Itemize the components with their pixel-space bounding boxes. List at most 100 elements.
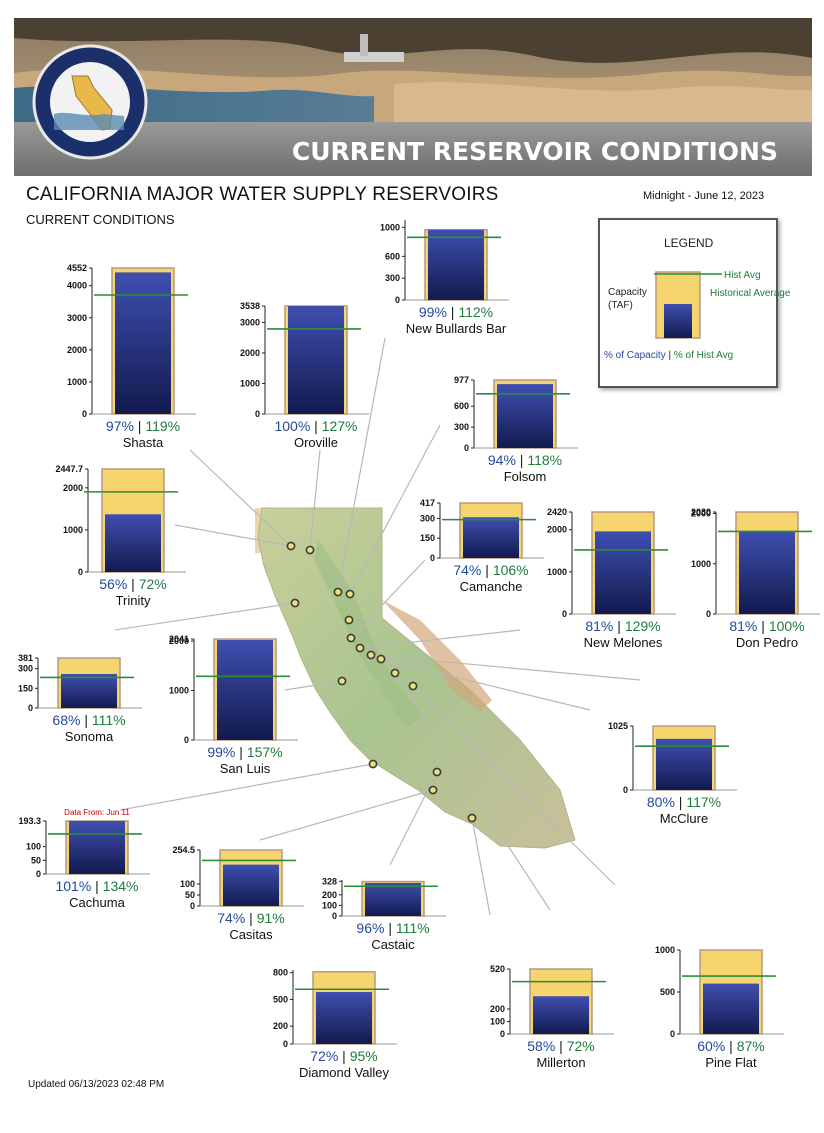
y-tick-label: 2000 bbox=[67, 345, 87, 355]
storage-bar bbox=[595, 531, 651, 614]
pct-hist: 106% bbox=[493, 562, 529, 578]
pct-capacity: 56% bbox=[99, 576, 127, 592]
map-markers bbox=[286, 541, 477, 823]
leader-line bbox=[189, 449, 292, 547]
pct-separator: | bbox=[91, 878, 102, 894]
reservoir-name: Folsom bbox=[504, 469, 547, 484]
header-banner: CURRENT RESERVOIR CONDITIONS bbox=[14, 18, 812, 176]
y-tick-label: 0 bbox=[184, 735, 189, 745]
leader-line bbox=[389, 771, 438, 866]
pct-separator: | bbox=[80, 712, 91, 728]
y-tick-label: 100 bbox=[322, 900, 337, 910]
legend-title: LEGEND bbox=[664, 236, 714, 250]
y-tick-label: 300 bbox=[420, 513, 435, 523]
reservoir-name: Sonoma bbox=[65, 729, 114, 744]
leader-line bbox=[370, 654, 641, 681]
y-tick-label: 0 bbox=[562, 609, 567, 619]
map-marker-trinity bbox=[286, 541, 296, 551]
y-tick-label: 1000 bbox=[380, 222, 400, 232]
map-marker-casitas bbox=[428, 785, 438, 795]
banner-photo: CURRENT RESERVOIR CONDITIONS bbox=[14, 18, 812, 176]
y-tick-label: 1000 bbox=[63, 525, 83, 535]
leader-line bbox=[114, 602, 296, 631]
percent-caption: 96% | 111% bbox=[356, 920, 429, 936]
leader-line bbox=[380, 658, 591, 711]
y-tick-label: 0 bbox=[706, 609, 711, 619]
legend: LEGEND Capacity (TAF) Hist Avg Historica… bbox=[598, 218, 791, 388]
y-tick-label: 1000 bbox=[67, 377, 87, 387]
storage-bar bbox=[656, 738, 712, 790]
leader-line bbox=[359, 629, 521, 649]
reservoir-name: Oroville bbox=[294, 435, 338, 450]
pct-capacity: 74% bbox=[453, 562, 481, 578]
central-valley bbox=[314, 540, 424, 728]
y-tick-label: 100 bbox=[180, 879, 195, 889]
legend-capacity-label: Capacity (TAF) bbox=[608, 287, 647, 311]
y-tick-label: 600 bbox=[385, 251, 400, 261]
pct-separator: | bbox=[447, 304, 458, 320]
y-tick-label: 381 bbox=[18, 653, 33, 663]
map-marker-folsom bbox=[344, 615, 354, 625]
y-tick-label: 1025 bbox=[608, 721, 628, 731]
y-tick-label: 4552 bbox=[67, 263, 87, 273]
y-tick-label: 417 bbox=[420, 498, 435, 508]
percent-caption: 80% | 117% bbox=[647, 794, 721, 810]
storage-bar bbox=[288, 306, 344, 414]
leader-line bbox=[349, 424, 441, 595]
pct-capacity: 81% bbox=[729, 618, 757, 634]
leader-line bbox=[471, 817, 491, 916]
y-tick-label: 500 bbox=[660, 987, 675, 997]
y-tick-label: 254.5 bbox=[172, 845, 195, 855]
storage-bar bbox=[703, 983, 759, 1034]
y-tick-label: 2447.7 bbox=[55, 464, 83, 474]
y-tick-label: 0 bbox=[395, 295, 400, 305]
legend-hist-avg-long: Historical Average bbox=[710, 288, 791, 299]
reservoir-name: Diamond Valley bbox=[299, 1065, 390, 1080]
storage-bar bbox=[316, 992, 372, 1044]
percent-caption: 81% | 100% bbox=[729, 618, 804, 634]
y-tick-label: 0 bbox=[623, 785, 628, 795]
pct-hist: 157% bbox=[247, 744, 283, 760]
y-tick-label: 0 bbox=[78, 567, 83, 577]
pct-separator: | bbox=[338, 1048, 349, 1064]
y-tick-label: 500 bbox=[273, 994, 288, 1004]
percent-caption: 101% | 134% bbox=[55, 878, 138, 894]
pct-separator: | bbox=[675, 794, 686, 810]
percent-caption: 97% | 119% bbox=[106, 418, 180, 434]
leader-line bbox=[174, 524, 292, 547]
legend-separator: | bbox=[668, 350, 672, 361]
pct-hist: 129% bbox=[625, 618, 661, 634]
y-tick-label: 520 bbox=[490, 964, 505, 974]
pct-capacity: 96% bbox=[356, 920, 384, 936]
leader-line bbox=[284, 680, 343, 691]
y-tick-label: 2000 bbox=[240, 348, 260, 358]
storage-bar bbox=[223, 864, 279, 906]
y-tick-label: 0 bbox=[36, 869, 41, 879]
y-tick-label: 100 bbox=[26, 842, 41, 852]
page-subtitle: CURRENT CONDITIONS bbox=[26, 212, 175, 227]
y-tick-label: 0 bbox=[255, 409, 260, 419]
reservoir-name: Trinity bbox=[116, 593, 151, 608]
y-tick-label: 0 bbox=[82, 409, 87, 419]
pct-hist: 72% bbox=[567, 1038, 595, 1054]
y-tick-label: 150 bbox=[18, 683, 33, 693]
y-tick-label: 2000 bbox=[63, 483, 83, 493]
reservoir-name: Don Pedro bbox=[736, 635, 798, 650]
storage-bar bbox=[217, 639, 273, 740]
pct-capacity: 101% bbox=[55, 878, 91, 894]
y-tick-label: 1000 bbox=[240, 378, 260, 388]
pct-hist: 100% bbox=[769, 618, 805, 634]
percent-caption: 99% | 157% bbox=[207, 744, 282, 760]
pct-hist: 112% bbox=[458, 304, 493, 320]
y-tick-label: 600 bbox=[454, 401, 469, 411]
pct-separator: | bbox=[725, 1038, 736, 1054]
y-tick-label: 977 bbox=[454, 375, 469, 385]
y-tick-label: 2420 bbox=[547, 507, 567, 517]
y-tick-label: 0 bbox=[464, 443, 469, 453]
reservoir-name: Casitas bbox=[229, 927, 273, 942]
pct-capacity: 99% bbox=[207, 744, 235, 760]
y-tick-label: 2000 bbox=[169, 636, 189, 646]
y-tick-label: 0 bbox=[500, 1029, 505, 1039]
